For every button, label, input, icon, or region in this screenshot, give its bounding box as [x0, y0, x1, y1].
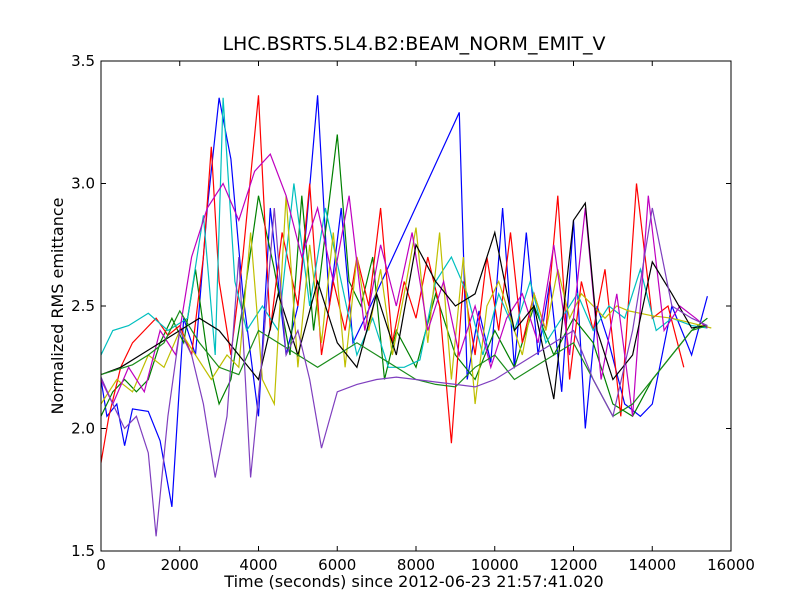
y-tick-label: 3.5 [71, 52, 95, 70]
x-tick-label: 2000 [161, 556, 199, 574]
x-tick-label: 6000 [318, 556, 356, 574]
y-tick-label: 3.0 [71, 175, 95, 193]
y-tick-label: 2.5 [71, 297, 95, 315]
x-axis-label: Time (seconds) since 2012-06-23 21:57:41… [223, 572, 603, 591]
y-axis-label: Normalized RMS emittance [48, 198, 67, 415]
series-line-6 [101, 152, 708, 417]
chart-title: LHC.BSRTS.5L4.B2:BEAM_NORM_EMIT_V [222, 33, 605, 55]
x-tick-label: 12000 [550, 556, 598, 574]
ticks-layer: 0 2000 4000 6000 8000 10000 12000 14000 16000 1.5… [71, 52, 755, 574]
series-line-7 [101, 201, 708, 400]
x-tick-label: 4000 [239, 556, 277, 574]
x-tick-label: 8000 [397, 556, 435, 574]
x-tick-label: 16000 [707, 556, 755, 574]
series-layer [101, 95, 712, 537]
plot-frame [100, 60, 732, 552]
x-tick-label: 14000 [628, 556, 676, 574]
x-tick-label: 0 [96, 556, 106, 574]
series-line-1 [101, 95, 708, 508]
y-tick-label: 2.0 [71, 420, 95, 438]
series-line-9 [101, 207, 708, 537]
y-tick-label: 1.5 [71, 542, 95, 560]
x-tick-label: 10000 [471, 556, 519, 574]
